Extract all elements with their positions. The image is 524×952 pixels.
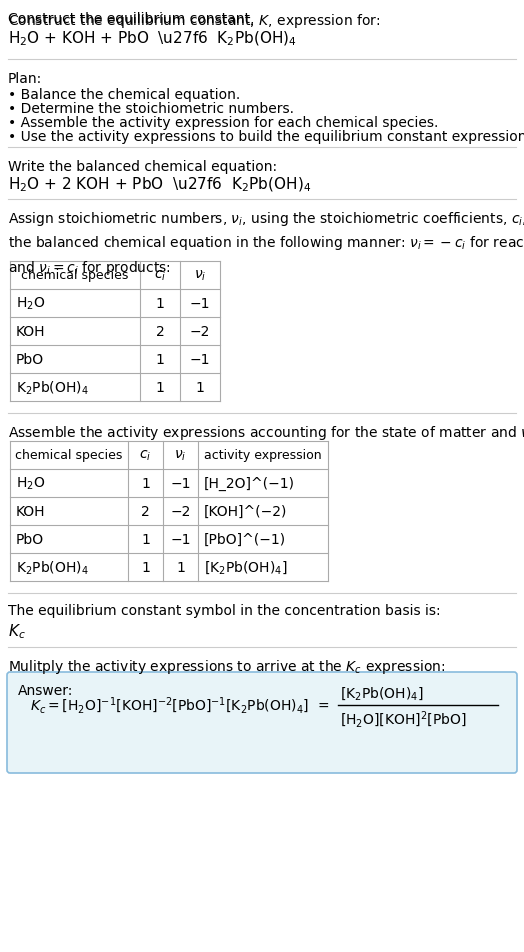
Text: 2: 2 bbox=[141, 505, 150, 519]
Text: $K_c$: $K_c$ bbox=[8, 622, 26, 640]
Text: $\mathregular{H_2O}$: $\mathregular{H_2O}$ bbox=[16, 295, 45, 312]
Text: Assemble the activity expressions accounting for the state of matter and $\nu_i$: Assemble the activity expressions accoun… bbox=[8, 424, 524, 442]
Text: Answer:: Answer: bbox=[18, 684, 73, 697]
Text: −1: −1 bbox=[170, 477, 191, 490]
Text: activity expression: activity expression bbox=[204, 449, 322, 462]
Text: chemical species: chemical species bbox=[21, 269, 129, 282]
Text: $\mathregular{H_2O}$: $\mathregular{H_2O}$ bbox=[16, 475, 45, 491]
Text: • Use the activity expressions to build the equilibrium constant expression.: • Use the activity expressions to build … bbox=[8, 129, 524, 144]
Text: • Assemble the activity expression for each chemical species.: • Assemble the activity expression for e… bbox=[8, 116, 439, 129]
Text: chemical species: chemical species bbox=[15, 449, 123, 462]
Text: $\mathregular{K_2Pb(OH)_4}$: $\mathregular{K_2Pb(OH)_4}$ bbox=[16, 379, 89, 396]
Text: $\mathregular{H_2O}$ + KOH + PbO  \u27f6  $\mathregular{K_2Pb(OH)_4}$: $\mathregular{H_2O}$ + KOH + PbO \u27f6 … bbox=[8, 30, 297, 49]
Text: 1: 1 bbox=[141, 561, 150, 574]
Text: [PbO]^(−1): [PbO]^(−1) bbox=[204, 532, 286, 546]
Text: −2: −2 bbox=[190, 325, 210, 339]
Text: $K_c = [\mathregular{H_2O}]^{-1}[\mathregular{KOH}]^{-2}[\mathregular{PbO}]^{-1}: $K_c = [\mathregular{H_2O}]^{-1}[\mathre… bbox=[30, 695, 329, 716]
Text: PbO: PbO bbox=[16, 532, 44, 546]
Text: 1: 1 bbox=[141, 477, 150, 490]
Text: 1: 1 bbox=[156, 352, 165, 367]
Text: Mulitply the activity expressions to arrive at the $K_c$ expression:: Mulitply the activity expressions to arr… bbox=[8, 657, 445, 675]
Text: $c_i$: $c_i$ bbox=[139, 448, 151, 463]
Text: 2: 2 bbox=[156, 325, 165, 339]
Text: • Determine the stoichiometric numbers.: • Determine the stoichiometric numbers. bbox=[8, 102, 294, 116]
Text: 1: 1 bbox=[141, 532, 150, 546]
Text: −1: −1 bbox=[190, 297, 210, 310]
Text: −1: −1 bbox=[190, 352, 210, 367]
Text: Construct the equilibrium constant,: Construct the equilibrium constant, bbox=[8, 12, 259, 26]
Text: $[\mathregular{H_2O}][\mathregular{KOH}]^2[\mathregular{PbO}]$: $[\mathregular{H_2O}][\mathregular{KOH}]… bbox=[340, 709, 467, 729]
Text: KOH: KOH bbox=[16, 505, 46, 519]
Text: Assign stoichiometric numbers, $\nu_i$, using the stoichiometric coefficients, $: Assign stoichiometric numbers, $\nu_i$, … bbox=[8, 209, 524, 277]
Text: KOH: KOH bbox=[16, 325, 46, 339]
Text: 1: 1 bbox=[195, 381, 204, 394]
Text: Construct the equilibrium constant, $K$, expression for:: Construct the equilibrium constant, $K$,… bbox=[8, 12, 380, 30]
Text: PbO: PbO bbox=[16, 352, 44, 367]
Text: • Balance the chemical equation.: • Balance the chemical equation. bbox=[8, 88, 240, 102]
Text: 1: 1 bbox=[156, 297, 165, 310]
Text: −2: −2 bbox=[170, 505, 191, 519]
Text: $\nu_i$: $\nu_i$ bbox=[194, 268, 206, 283]
Text: $c_i$: $c_i$ bbox=[154, 268, 166, 283]
Text: The equilibrium constant symbol in the concentration basis is:: The equilibrium constant symbol in the c… bbox=[8, 604, 441, 617]
Text: [H_2O]^(−1): [H_2O]^(−1) bbox=[204, 476, 295, 490]
Text: $\mathregular{H_2O}$ + 2 KOH + PbO  \u27f6  $\mathregular{K_2Pb(OH)_4}$: $\mathregular{H_2O}$ + 2 KOH + PbO \u27f… bbox=[8, 176, 311, 194]
Text: $[\mathregular{K_2Pb(OH)_4}]$: $[\mathregular{K_2Pb(OH)_4}]$ bbox=[204, 559, 288, 576]
Text: $\nu_i$: $\nu_i$ bbox=[174, 448, 187, 463]
Text: [KOH]^(−2): [KOH]^(−2) bbox=[204, 505, 287, 519]
Text: $\mathregular{K_2Pb(OH)_4}$: $\mathregular{K_2Pb(OH)_4}$ bbox=[16, 559, 89, 576]
Text: Plan:: Plan: bbox=[8, 72, 42, 86]
FancyBboxPatch shape bbox=[7, 672, 517, 773]
Text: $[\mathregular{K_2Pb(OH)_4}]$: $[\mathregular{K_2Pb(OH)_4}]$ bbox=[340, 684, 423, 702]
Text: 1: 1 bbox=[176, 561, 185, 574]
Text: 1: 1 bbox=[156, 381, 165, 394]
Text: Write the balanced chemical equation:: Write the balanced chemical equation: bbox=[8, 160, 277, 174]
Text: −1: −1 bbox=[170, 532, 191, 546]
